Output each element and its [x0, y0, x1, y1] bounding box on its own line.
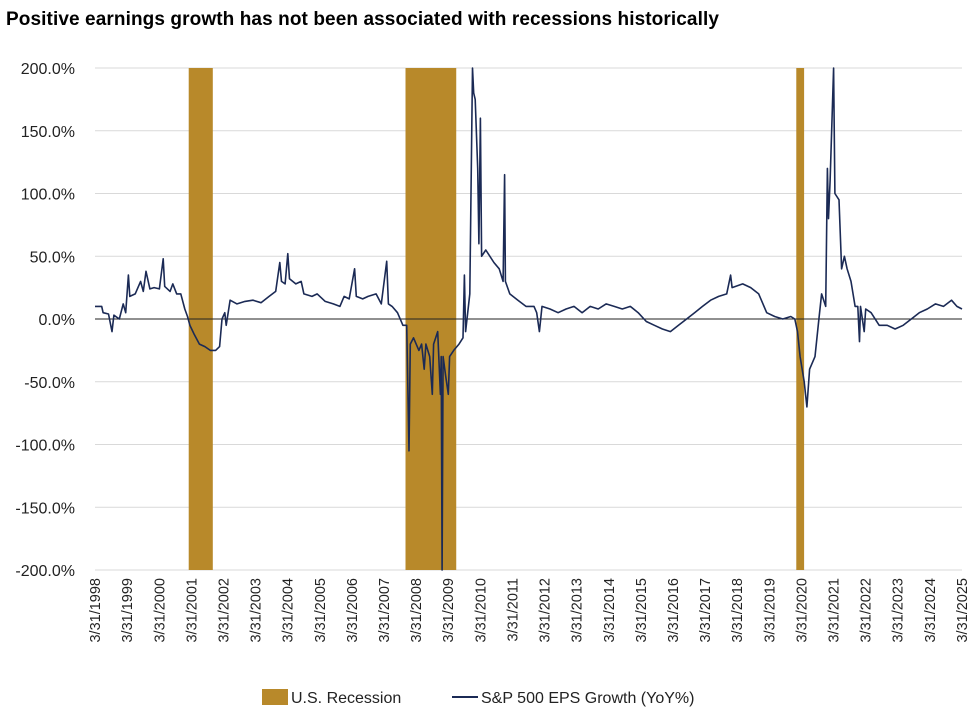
x-tick-label: 3/31/1999	[120, 578, 136, 643]
x-tick-label: 3/31/2009	[441, 578, 457, 643]
x-tick-label: 3/31/2011	[505, 578, 521, 641]
x-tick-label: 3/31/2013	[570, 578, 586, 643]
legend: U.S. Recession S&P 500 EPS Growth (YoY%)	[262, 689, 694, 707]
legend-recession-swatch	[262, 689, 288, 705]
y-tick-label: -150.0%	[15, 500, 75, 517]
x-tick-label: 3/31/2008	[409, 578, 425, 643]
x-tick-label: 3/31/2022	[859, 578, 875, 643]
x-tick-label: 3/31/2003	[249, 578, 265, 643]
y-tick-label: 50.0%	[30, 249, 75, 266]
x-tick-label: 3/31/2025	[955, 578, 971, 643]
y-tick-label: 150.0%	[21, 124, 75, 141]
legend-recession-label: U.S. Recession	[291, 690, 401, 707]
eps-growth-line	[95, 67, 963, 571]
x-axis-ticks: 3/31/1998 3/31/1999 3/31/2000 3/31/2001 3/31…	[88, 578, 971, 643]
y-tick-label: -200.0%	[15, 563, 75, 580]
x-tick-label: 3/31/1998	[88, 578, 104, 643]
x-tick-label: 3/31/2024	[923, 578, 939, 643]
x-tick-label: 3/31/2018	[730, 578, 746, 643]
x-tick-label: 3/31/2010	[473, 578, 489, 643]
gridlines	[95, 67, 962, 571]
x-tick-label: 3/31/2017	[698, 578, 714, 643]
y-axis-ticks: 200.0% 150.0% 100.0% 50.0% 0.0% -50.0% -100.0%…	[15, 61, 75, 580]
x-tick-label: 3/31/2001	[184, 578, 200, 643]
x-tick-label: 3/31/2020	[794, 578, 810, 643]
x-tick-label: 3/31/2016	[666, 578, 682, 643]
x-tick-label: 3/31/2019	[762, 578, 778, 643]
x-tick-label: 3/31/2007	[377, 578, 393, 643]
x-tick-label: 3/31/2006	[345, 578, 361, 643]
x-tick-label: 3/31/2012	[538, 578, 554, 643]
chart-title: Positive earnings growth has not been as…	[6, 9, 720, 30]
x-tick-label: 3/31/2000	[152, 578, 168, 643]
x-tick-label: 3/31/2023	[891, 578, 907, 643]
y-tick-label: 0.0%	[39, 312, 75, 329]
y-tick-label: -100.0%	[15, 438, 75, 455]
legend-eps-label: S&P 500 EPS Growth (YoY%)	[481, 690, 694, 707]
x-tick-label: 3/31/2004	[281, 578, 297, 643]
x-tick-label: 3/31/2015	[634, 578, 650, 643]
y-tick-label: 200.0%	[21, 61, 75, 78]
y-tick-label: -50.0%	[24, 375, 75, 392]
x-tick-label: 3/31/2005	[313, 578, 329, 643]
x-tick-label: 3/31/2021	[827, 578, 843, 643]
x-tick-label: 3/31/2002	[216, 578, 232, 643]
x-tick-label: 3/31/2014	[602, 578, 618, 643]
y-tick-label: 100.0%	[21, 187, 75, 204]
